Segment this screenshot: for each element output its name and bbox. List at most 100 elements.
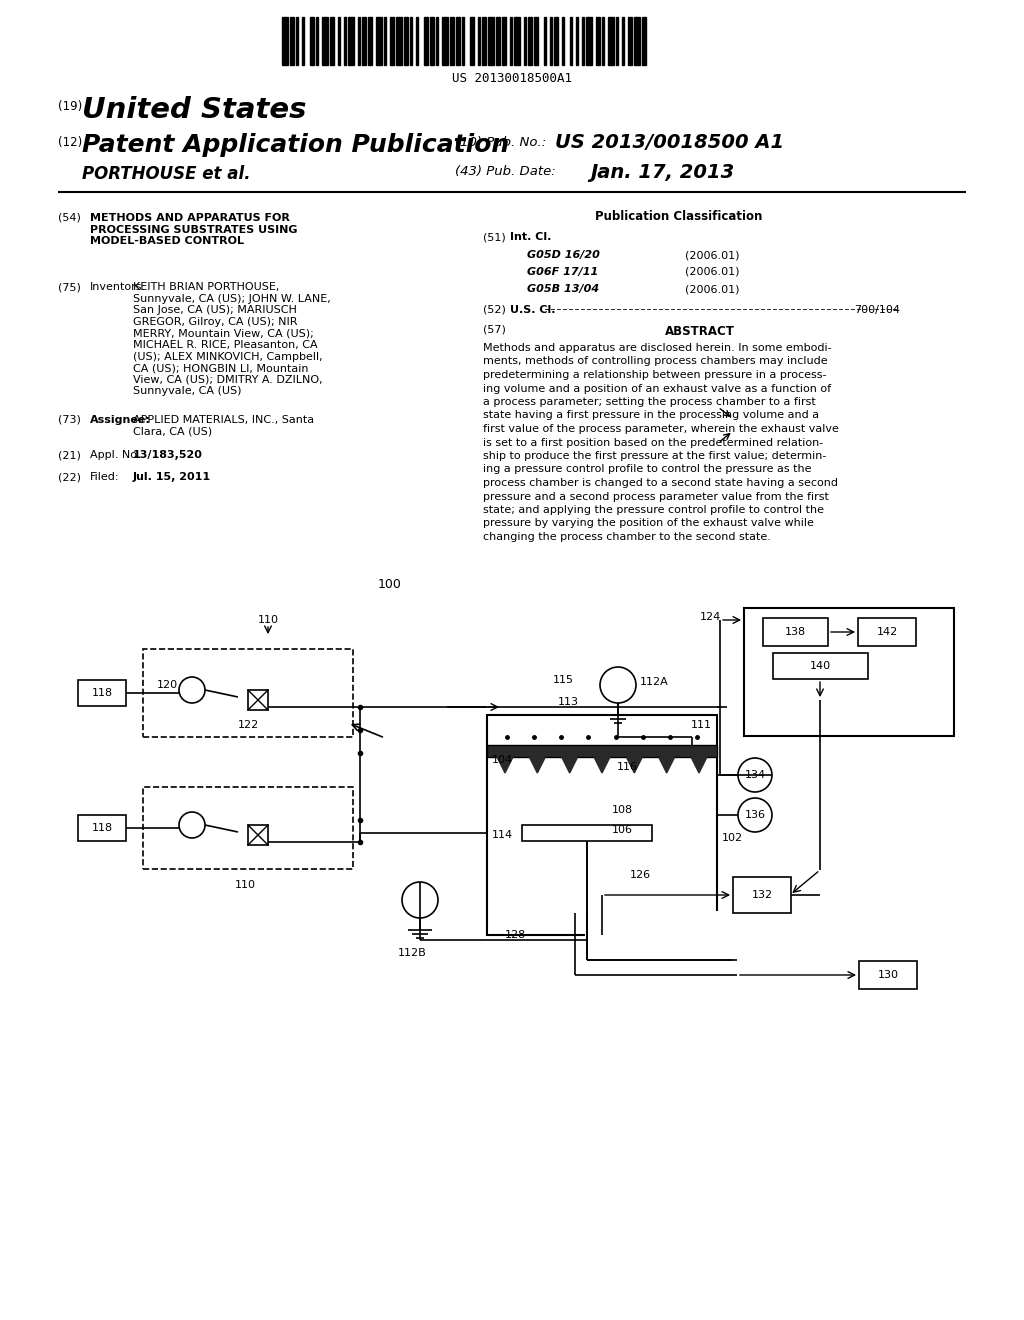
- Text: (12): (12): [58, 136, 82, 149]
- Text: 112B: 112B: [397, 948, 426, 958]
- Text: first value of the process parameter, wherein the exhaust valve: first value of the process parameter, wh…: [483, 424, 839, 434]
- Text: Filed:: Filed:: [90, 473, 120, 482]
- Bar: [404, 17, 408, 65]
- Text: (10) Pub. No.:: (10) Pub. No.:: [455, 136, 546, 149]
- Text: (2006.01): (2006.01): [685, 267, 739, 277]
- Circle shape: [600, 667, 636, 704]
- Text: 13/183,520: 13/183,520: [133, 450, 203, 459]
- Bar: [416, 17, 418, 65]
- Text: 110: 110: [234, 880, 256, 890]
- Text: 116: 116: [617, 762, 638, 772]
- Bar: [482, 17, 486, 65]
- Bar: [478, 17, 480, 65]
- Bar: [502, 17, 506, 65]
- Polygon shape: [529, 756, 546, 774]
- Text: Publication Classification: Publication Classification: [595, 210, 763, 223]
- Text: Jan. 17, 2013: Jan. 17, 2013: [590, 162, 734, 182]
- Text: 112A: 112A: [640, 677, 669, 686]
- Text: 118: 118: [91, 688, 113, 698]
- Text: pressure and a second process parameter value from the first: pressure and a second process parameter …: [483, 491, 828, 502]
- Bar: [316, 17, 318, 65]
- Bar: [602, 17, 604, 65]
- Bar: [496, 17, 500, 65]
- Text: US 20130018500A1: US 20130018500A1: [452, 73, 572, 84]
- Text: Assignee:: Assignee:: [90, 414, 151, 425]
- Circle shape: [738, 799, 772, 832]
- Circle shape: [738, 758, 772, 792]
- Bar: [487, 744, 717, 756]
- Text: 134: 134: [744, 770, 766, 780]
- Text: U.S. Cl.: U.S. Cl.: [510, 305, 555, 315]
- Bar: [763, 618, 827, 645]
- Text: G05D 16/20: G05D 16/20: [527, 249, 600, 260]
- Text: 114: 114: [492, 830, 513, 840]
- Bar: [744, 609, 954, 737]
- Text: Patent Application Publication: Patent Application Publication: [82, 133, 509, 157]
- Bar: [348, 17, 354, 65]
- Bar: [608, 17, 614, 65]
- Bar: [586, 17, 592, 65]
- Text: G05B 13/04: G05B 13/04: [527, 284, 599, 294]
- Circle shape: [179, 677, 205, 704]
- Bar: [554, 17, 558, 65]
- Text: Methods and apparatus are disclosed herein. In some embodi-: Methods and apparatus are disclosed here…: [483, 343, 831, 352]
- Bar: [282, 17, 288, 65]
- Text: 132: 132: [752, 890, 772, 900]
- Polygon shape: [594, 756, 610, 774]
- Bar: [368, 17, 372, 65]
- Text: (2006.01): (2006.01): [685, 284, 739, 294]
- Text: Jul. 15, 2011: Jul. 15, 2011: [133, 473, 211, 482]
- Text: 113: 113: [558, 697, 579, 708]
- Bar: [585, 911, 724, 962]
- Bar: [642, 17, 646, 65]
- Polygon shape: [691, 756, 707, 774]
- Bar: [562, 17, 564, 65]
- Bar: [628, 17, 632, 65]
- Bar: [436, 17, 438, 65]
- Bar: [487, 715, 717, 935]
- Text: (51): (51): [483, 232, 506, 242]
- Text: ing volume and a position of an exhaust valve as a function of: ing volume and a position of an exhaust …: [483, 384, 831, 393]
- Circle shape: [179, 812, 205, 838]
- Text: changing the process chamber to the second state.: changing the process chamber to the seco…: [483, 532, 771, 543]
- Bar: [522, 825, 652, 841]
- Bar: [290, 17, 294, 65]
- Bar: [456, 17, 460, 65]
- Text: (75): (75): [58, 282, 81, 292]
- Bar: [510, 17, 512, 65]
- Bar: [396, 17, 402, 65]
- Bar: [424, 17, 428, 65]
- Polygon shape: [627, 756, 642, 774]
- Text: Appl. No.:: Appl. No.:: [90, 450, 144, 459]
- Text: Int. Cl.: Int. Cl.: [510, 232, 551, 242]
- Bar: [376, 17, 382, 65]
- Text: 700/104: 700/104: [854, 305, 900, 315]
- Text: 104: 104: [492, 755, 513, 766]
- Text: ing a pressure control profile to control the pressure as the: ing a pressure control profile to contro…: [483, 465, 811, 474]
- Text: METHODS AND APPARATUS FOR
PROCESSING SUBSTRATES USING
MODEL-BASED CONTROL: METHODS AND APPARATUS FOR PROCESSING SUB…: [90, 213, 298, 247]
- Text: 100: 100: [378, 578, 401, 591]
- Text: state; and applying the pressure control profile to control the: state; and applying the pressure control…: [483, 506, 824, 515]
- Text: 136: 136: [744, 810, 766, 820]
- Text: 115: 115: [553, 675, 574, 685]
- Text: (43) Pub. Date:: (43) Pub. Date:: [455, 165, 556, 178]
- Text: 128: 128: [505, 931, 526, 940]
- Text: 122: 122: [238, 719, 259, 730]
- Bar: [470, 17, 474, 65]
- Text: 140: 140: [809, 661, 830, 671]
- Bar: [772, 653, 867, 678]
- Bar: [338, 17, 340, 65]
- Text: (52): (52): [483, 305, 506, 315]
- Text: United States: United States: [82, 96, 306, 124]
- Text: ship to produce the first pressure at the first value; determin-: ship to produce the first pressure at th…: [483, 451, 826, 461]
- Text: (54): (54): [58, 213, 81, 223]
- Bar: [310, 17, 314, 65]
- Text: (22): (22): [58, 473, 81, 482]
- Bar: [575, 17, 578, 65]
- Bar: [534, 17, 538, 65]
- Bar: [858, 618, 916, 645]
- Text: 126: 126: [630, 870, 651, 880]
- Text: state having a first pressure in the processing volume and a: state having a first pressure in the pro…: [483, 411, 819, 421]
- Bar: [330, 17, 334, 65]
- Bar: [442, 17, 449, 65]
